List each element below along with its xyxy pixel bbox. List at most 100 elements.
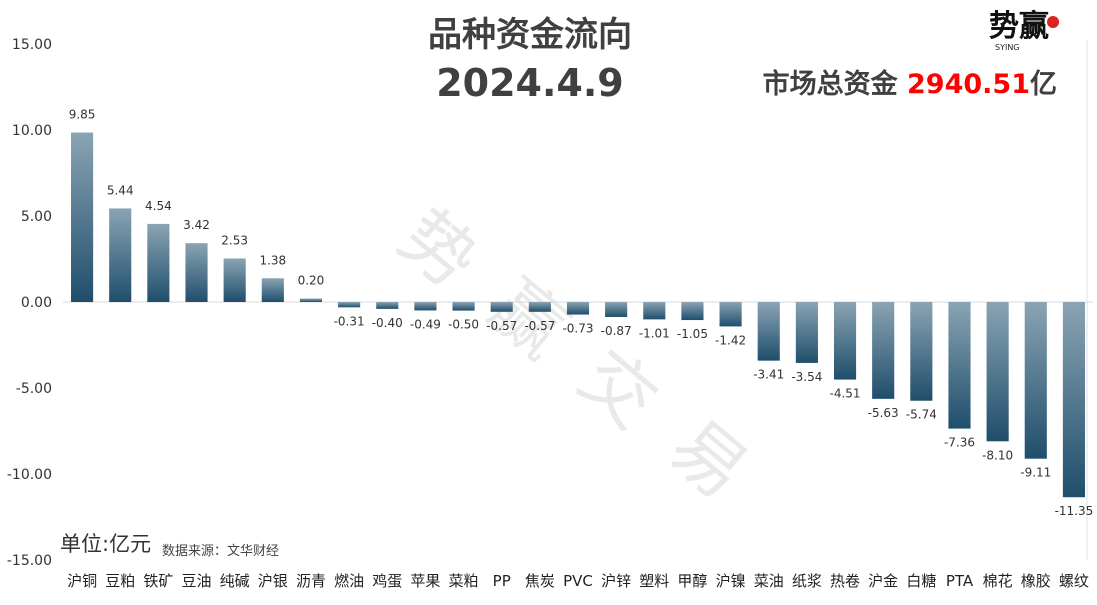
watermark-char: 交 [564, 334, 673, 445]
x-tick-label: 塑料 [639, 572, 669, 590]
x-tick-label: 焦炭 [525, 572, 555, 590]
bar-塑料 [643, 302, 666, 320]
bar-螺纹 [1062, 302, 1085, 498]
bar-菜粕 [452, 302, 475, 311]
x-tick-label: 沪锌 [601, 572, 631, 590]
value-label: -0.57 [524, 319, 555, 333]
y-tick-label: 10.00 [12, 123, 52, 139]
x-tick-label: 棉花 [983, 572, 1013, 590]
svg-text:SYING: SYING [995, 43, 1020, 52]
value-label: -0.73 [562, 322, 593, 336]
bar-焦炭 [528, 302, 551, 312]
bar-沪金 [872, 302, 895, 399]
value-label: -7.36 [944, 436, 975, 450]
bar-PVC [566, 302, 590, 315]
value-label: -5.63 [868, 406, 899, 420]
unit-label: 单位:亿元 [60, 532, 152, 556]
chart-date: 2024.4.9 [436, 61, 624, 105]
value-label: -5.74 [906, 408, 937, 422]
y-tick-label: 15.00 [12, 37, 52, 53]
x-tick-label: 鸡蛋 [372, 572, 402, 590]
market-total-label: 市场总资金 [762, 69, 898, 100]
y-tick-label: -5.00 [16, 381, 52, 397]
logo-seal-icon [1047, 16, 1059, 28]
value-label: -1.05 [677, 327, 708, 341]
value-label: 0.20 [298, 274, 325, 288]
y-axis-ticks: 15.00 10.00 5.00 0.00 -5.00 -10.00 -15.00 [7, 37, 52, 569]
bar-PP [490, 302, 513, 312]
bar-纸浆 [795, 302, 818, 363]
bar-沪银 [261, 278, 284, 302]
value-label: 5.44 [107, 183, 134, 197]
bar-燃油 [338, 302, 361, 308]
value-label: 2.53 [221, 233, 248, 247]
bar-沪镍 [719, 302, 742, 327]
x-tick-label: 甲醇 [677, 572, 707, 590]
market-total-unit: 亿 [1030, 69, 1057, 100]
y-tick-label: 5.00 [21, 209, 52, 225]
bar-PTA [948, 302, 971, 429]
bar-菜油 [757, 302, 780, 361]
value-label: -11.35 [1055, 504, 1094, 518]
y-tick-label: 0.00 [21, 295, 52, 311]
bar-豆油 [185, 243, 208, 302]
x-tick-label: 豆油 [182, 572, 212, 590]
x-tick-label: 苹果 [410, 572, 440, 590]
value-label: -8.10 [982, 448, 1013, 462]
value-label: -0.49 [410, 317, 441, 331]
x-axis-labels: 沪铜 豆粕 铁矿 豆油 纯碱 沪银 沥青 燃油 鸡蛋 苹果 菜粕 PP 焦炭 PVC 沪锌 塑料 甲醇 沪镍 菜油纸… [67, 572, 1089, 590]
value-label: -4.51 [830, 387, 861, 401]
value-label: 1.38 [259, 253, 286, 267]
x-tick-label: 纯碱 [220, 572, 250, 590]
bar-甲醇 [681, 302, 704, 321]
brand-logo: 势赢 SYING [989, 9, 1059, 52]
bar-沥青 [299, 298, 323, 302]
value-label: -1.01 [639, 326, 670, 340]
bar-热卷 [833, 302, 857, 380]
x-tick-label: 燃油 [334, 572, 364, 590]
value-label: 4.54 [145, 199, 172, 213]
x-tick-label: 沪镍 [716, 572, 746, 590]
market-total: 市场总资金 2940.51亿 [763, 62, 1057, 101]
bar-沪铜 [71, 132, 94, 302]
x-tick-label: 螺纹 [1059, 572, 1089, 590]
value-label: -0.87 [601, 324, 632, 338]
value-label: -3.41 [753, 368, 784, 382]
y-tick-label: -10.00 [7, 467, 52, 483]
x-tick-label: 沪铜 [67, 572, 97, 590]
x-tick-label: 热卷 [830, 572, 860, 590]
bar-铁矿 [147, 223, 170, 302]
x-tick-label: PP [493, 572, 511, 590]
x-tick-label: 沪银 [258, 572, 288, 590]
watermark-char: 势 [384, 194, 493, 305]
bars [71, 132, 1085, 498]
x-tick-label: 白糖 [906, 572, 936, 590]
value-label: -1.42 [715, 333, 746, 347]
bar-橡胶 [1024, 302, 1047, 459]
bar-白糖 [910, 302, 933, 401]
watermark-char: 易 [654, 404, 763, 515]
value-label: -3.54 [791, 370, 822, 384]
x-tick-label: 沪金 [868, 572, 898, 590]
bar-沪锌 [605, 302, 628, 317]
value-labels: 9.85 5.44 4.54 3.42 2.53 1.38 0.20 -0.31 -0.40 -0… [69, 108, 1094, 519]
svg-text:势赢: 势赢 [989, 9, 1049, 44]
bar-苹果 [414, 302, 437, 311]
x-tick-label: 沥青 [296, 572, 326, 590]
market-total-value: 2940.51 [907, 69, 1030, 100]
source-label: 数据来源：文华财经 [162, 544, 280, 559]
x-tick-label: 菜油 [754, 572, 784, 590]
bar-豆粕 [109, 208, 132, 302]
x-tick-label: PTA [946, 572, 974, 590]
value-label: 9.85 [69, 108, 96, 122]
bar-鸡蛋 [376, 302, 399, 309]
x-tick-label: 纸浆 [792, 572, 822, 590]
value-label: -0.50 [448, 318, 479, 332]
x-tick-label: 豆粕 [105, 572, 135, 590]
bar-棉花 [986, 302, 1009, 442]
y-tick-label: -15.00 [7, 553, 52, 569]
x-tick-label: 菜粕 [449, 572, 479, 590]
value-label: 3.42 [183, 218, 210, 232]
